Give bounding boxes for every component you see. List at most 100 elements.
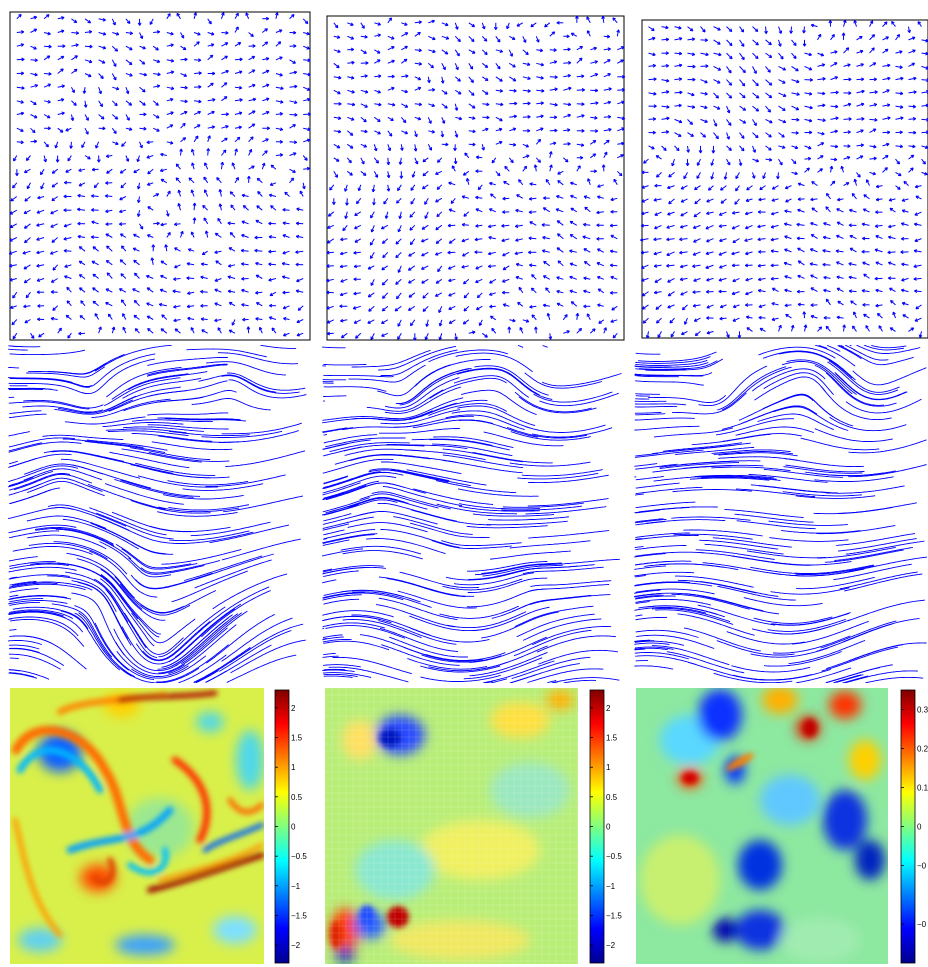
vector-arrowhead xyxy=(579,155,584,160)
vector-arrowhead xyxy=(570,181,574,186)
vector-arrow xyxy=(296,222,304,225)
vector-arrowhead xyxy=(770,211,775,216)
vector-arrowhead xyxy=(607,47,611,51)
vector-arrowhead xyxy=(752,149,756,153)
vector-arrowhead xyxy=(899,50,903,54)
vector-arrowhead xyxy=(457,91,462,95)
vector-arrowhead xyxy=(293,100,298,104)
vector-arrow xyxy=(221,55,228,61)
vector-arrowhead xyxy=(512,127,517,132)
streamline xyxy=(135,628,203,662)
vector-arrow xyxy=(765,66,771,73)
vector-arrowhead xyxy=(281,262,286,266)
vector-arrowhead xyxy=(891,21,895,25)
vector-arrow xyxy=(204,189,209,197)
vector-arrowhead xyxy=(704,91,708,96)
streamline xyxy=(322,427,354,433)
vector-arrow xyxy=(661,131,669,134)
vector-arrowhead xyxy=(901,262,905,267)
streamline xyxy=(322,669,355,673)
streamline xyxy=(635,614,643,617)
vector-arrowhead xyxy=(529,263,533,268)
vector-arrow xyxy=(468,331,476,334)
vector-arrowhead xyxy=(160,274,164,279)
vector-arrowhead xyxy=(349,145,354,149)
vector-arrow xyxy=(125,73,133,77)
vector-arrow xyxy=(24,168,31,174)
vector-arrowhead xyxy=(875,303,879,308)
vector-arrow xyxy=(112,86,120,90)
vector-arrowhead xyxy=(430,64,434,69)
vector-arrow xyxy=(51,196,58,202)
vector-arrow xyxy=(718,251,727,256)
vector-arrowhead xyxy=(651,146,655,150)
vector-arrow xyxy=(700,79,708,84)
vector-arrowhead xyxy=(770,224,775,229)
vector-arrow xyxy=(642,291,649,297)
vector-arrow xyxy=(397,319,402,327)
vector-arrow xyxy=(468,89,475,96)
vector-arrow xyxy=(648,92,657,95)
vector-arrow xyxy=(791,39,797,46)
vector-arrowhead xyxy=(796,79,800,84)
vector-arrowhead xyxy=(299,190,303,194)
vector-arrow xyxy=(268,250,276,253)
vector-arrowhead xyxy=(364,89,369,94)
vector-arrowhead xyxy=(679,90,683,95)
vector-arrow xyxy=(752,145,756,153)
vector-arrowhead xyxy=(292,60,296,64)
streamline xyxy=(845,398,922,414)
streamline xyxy=(8,483,40,496)
vector-arrowhead xyxy=(796,92,800,96)
vector-arrowhead xyxy=(227,289,232,294)
vector-arrowhead xyxy=(607,114,612,119)
vector-arrowhead xyxy=(65,128,69,132)
vector-arrow xyxy=(387,60,395,64)
streamline xyxy=(782,491,862,497)
vector-arrow xyxy=(770,224,779,228)
vector-arrowhead xyxy=(665,63,669,68)
streamline xyxy=(844,345,889,361)
vector-arrowhead xyxy=(251,123,256,127)
streamline xyxy=(47,353,125,375)
streamline xyxy=(528,530,610,539)
vector-arrowhead xyxy=(66,286,70,291)
vector-arrow xyxy=(489,292,496,296)
vector-arrow xyxy=(739,52,745,60)
vector-arrow xyxy=(895,34,900,41)
vector-arrowhead xyxy=(489,181,493,186)
vector-arrowhead xyxy=(542,235,546,240)
vector-arrowhead xyxy=(403,58,408,63)
vector-arrowhead xyxy=(146,182,151,186)
vector-arrow xyxy=(282,262,290,266)
vector-arrow xyxy=(227,276,236,279)
streamline xyxy=(9,594,19,598)
vector-arrow xyxy=(36,223,45,226)
vector-arrow xyxy=(111,59,117,67)
streamline xyxy=(223,495,303,513)
streamline xyxy=(413,488,494,505)
vector-arrow xyxy=(822,249,831,253)
vector-arrow xyxy=(836,316,844,319)
vector-arrowhead xyxy=(349,172,353,176)
vector-arrow xyxy=(26,182,31,189)
streamline xyxy=(702,562,782,575)
vector-arrowhead xyxy=(160,328,165,332)
vector-arrowhead xyxy=(783,222,788,226)
vector-arrow xyxy=(732,211,740,214)
vector-arrow xyxy=(576,313,579,320)
vector-arrow xyxy=(895,77,904,81)
streamline xyxy=(341,423,423,431)
vector-arrow xyxy=(791,158,797,165)
vector-arrow xyxy=(791,105,799,111)
streamline xyxy=(645,358,724,371)
vector-arrow xyxy=(667,304,675,309)
vector-arrowhead xyxy=(378,102,382,107)
vector-arrowhead xyxy=(235,12,239,17)
vector-arrowhead xyxy=(569,289,573,294)
vector-arrowhead xyxy=(451,165,456,169)
vector-arrowhead xyxy=(268,262,272,267)
vector-arrowhead xyxy=(527,101,531,106)
vector-arrow xyxy=(151,257,154,265)
vector-arrow xyxy=(261,150,268,156)
